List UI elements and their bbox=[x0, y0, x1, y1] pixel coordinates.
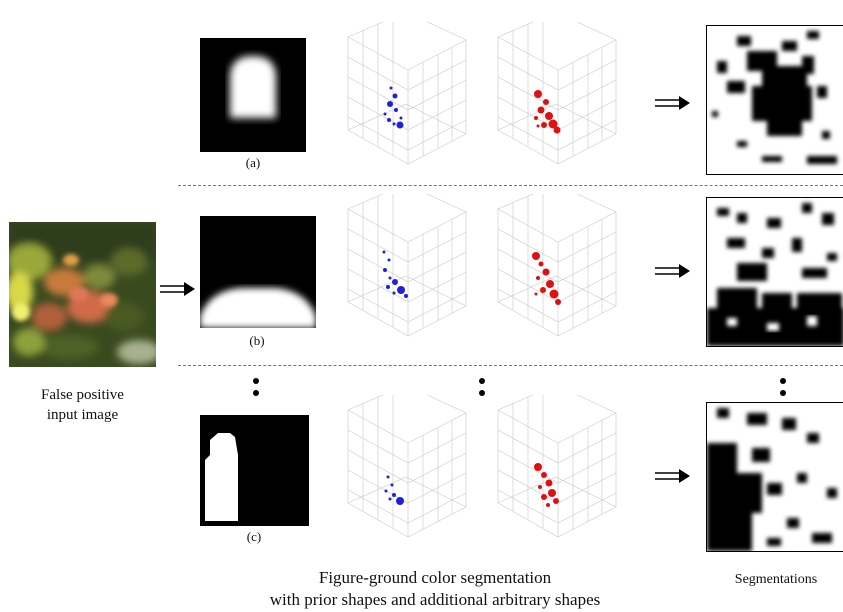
divider-ab bbox=[178, 185, 843, 186]
input-caption-line1: False positive bbox=[41, 387, 124, 403]
figure-color-plot-a bbox=[347, 22, 467, 165]
input-caption: False positive input image bbox=[0, 385, 165, 425]
method-caption-line1: Figure-ground color segmentation bbox=[318, 568, 552, 587]
figure-color-plot-c bbox=[347, 395, 467, 538]
arrow-a-icon bbox=[655, 96, 690, 110]
input-arrow-icon bbox=[160, 282, 195, 296]
arrow-b-icon bbox=[655, 264, 690, 278]
ground-color-plot-b bbox=[497, 194, 617, 337]
method-caption-line2: with prior shapes and additional arbitra… bbox=[269, 590, 601, 609]
divider-bc bbox=[178, 365, 843, 366]
figure-color-plot-b bbox=[347, 194, 467, 337]
method-caption: Figure-ground color segmentation with pr… bbox=[200, 567, 670, 611]
segmentation-a bbox=[706, 25, 843, 175]
ground-color-plot-a bbox=[497, 22, 617, 165]
prior-shape-b bbox=[200, 216, 316, 328]
row-b-label: (b) bbox=[249, 333, 265, 348]
input-image bbox=[9, 222, 156, 367]
row-c-label: (c) bbox=[246, 529, 262, 544]
input-caption-line2: input image bbox=[46, 407, 119, 423]
segmentation-b bbox=[706, 197, 843, 347]
prior-shape-c bbox=[200, 415, 309, 526]
ellipsis-left bbox=[252, 378, 260, 402]
row-a-label: (a) bbox=[245, 155, 261, 170]
prior-shape-a bbox=[200, 38, 306, 152]
ellipsis-middle bbox=[478, 378, 486, 402]
segmentations-caption: Segmentations bbox=[734, 572, 818, 587]
arrow-c-icon bbox=[655, 469, 690, 483]
segmentation-c bbox=[706, 402, 843, 552]
ellipsis-right bbox=[779, 378, 787, 402]
ground-color-plot-c bbox=[497, 395, 617, 538]
